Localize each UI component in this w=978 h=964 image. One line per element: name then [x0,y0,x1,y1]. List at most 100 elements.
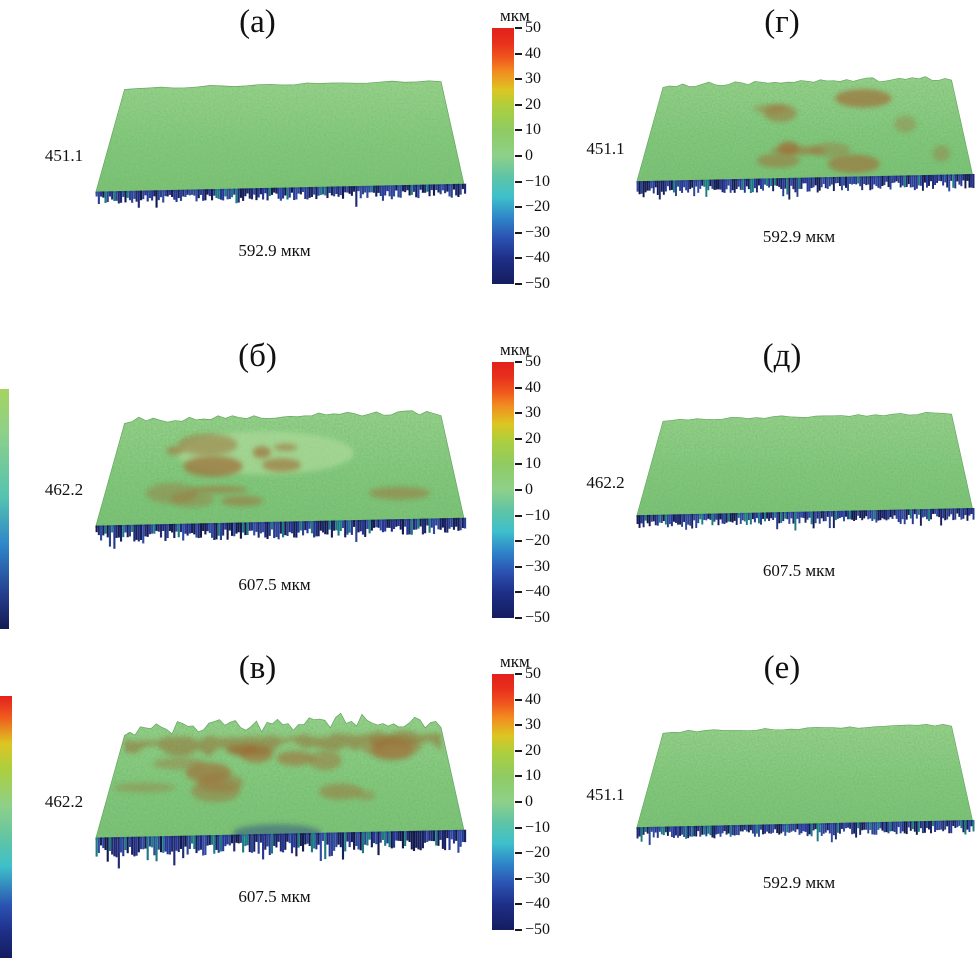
tick-mark [515,386,522,389]
tick-mark [515,724,522,727]
surface-plot-g [626,64,978,222]
tick-label: −10 [525,172,551,190]
tick-label: −50 [525,274,551,292]
tick-label: −40 [525,895,551,913]
tick-label: 40 [525,690,541,708]
tick-label: −30 [525,869,551,887]
tick-mark [515,775,522,778]
colorbar-ticks: 50 40 30 20 10 0 −10 −20 −30 −40 −50 [515,354,550,626]
colorbar-tick: 30 [515,405,550,421]
colorbar-ticks: 50 40 30 20 10 0 −10 −20 −30 −40 −50 [515,20,550,292]
colorbar-tick: 30 [515,71,550,87]
colorbar-tick: 30 [515,717,550,733]
surface-panel-d: (д) 462.2 607.5 мкм [586,334,978,654]
cropped-colorbar-left-row2 [0,389,9,629]
y-extent-label: 451.1 [586,785,625,804]
tick-mark [515,698,522,701]
colorbar-gradient [492,674,514,930]
tick-mark [515,412,522,415]
colorbar-tick: 0 [515,793,550,810]
tick-label: 0 [525,480,533,498]
colorbar-gradient [492,362,514,618]
tick-mark [515,257,522,260]
colorbar-gradient [492,28,514,284]
tick-mark [515,826,522,829]
tick-label: 40 [525,44,541,62]
tick-mark [515,154,522,157]
tick-mark [515,877,522,880]
colorbar-tick: −50 [515,921,550,938]
tick-mark [515,565,522,568]
tick-label: 20 [525,741,541,759]
tick-label: −40 [525,583,551,601]
colorbar-2: мкм 50 40 30 20 10 0 −10 −20 −30 −40 −50 [492,334,580,654]
tick-label: 0 [525,146,533,164]
tick-mark [515,852,522,855]
surface-panel-g: (г) 451.1 592.9 мкм [586,0,978,320]
surface-plot-b [84,398,470,570]
tick-mark [515,488,522,491]
tick-label: 20 [525,429,541,447]
tick-mark [515,673,522,675]
tick-mark [515,616,522,619]
colorbar-tick: 40 [515,44,550,62]
y-extent-label: 462.2 [44,480,84,499]
surface-area: 451.1 [586,710,978,868]
surface-area: 462.2 [30,398,485,570]
colorbar-tick: −20 [515,533,550,549]
tick-label: 50 [525,353,541,370]
tick-label: 30 [525,716,541,734]
tick-mark [515,749,522,752]
colorbar-unit-label: мкм [500,6,530,25]
colorbar-tick: 40 [515,690,550,708]
tick-mark [515,540,522,543]
surface-area: 462.2 [30,710,485,882]
colorbar-tick: −20 [515,199,550,215]
tick-label: 10 [525,455,541,473]
panel-label-d: (д) [762,338,802,374]
panel-label-b: (б) [238,338,277,374]
tick-label: 50 [525,19,541,36]
tick-mark [515,361,522,363]
colorbar-unit-label: мкм [500,652,530,671]
colorbar-tick: −40 [515,896,550,912]
tick-mark [515,27,522,29]
colorbar-tick: −10 [515,818,551,836]
tick-mark [515,591,522,594]
tick-label: −40 [525,249,551,267]
figure-row-2: (б) 462.2 607.5 мкм мкм 50 40 30 20 10 0 −10 −2… [0,334,978,654]
colorbar-unit-label: мкм [500,340,530,359]
x-extent-label: 607.5 мкм [762,561,836,580]
tick-mark [515,206,522,209]
tick-label: −10 [525,818,551,836]
colorbar-tick: 10 [515,122,550,138]
x-extent-label: 592.9 мкм [238,241,311,260]
tick-mark [515,129,522,132]
colorbar-3: мкм 50 40 30 20 10 0 −10 −20 −30 −40 −50 [492,646,580,964]
tick-label: −50 [525,608,551,626]
panel-label-e: (е) [763,650,801,686]
cropped-colorbar-left-row3 [0,696,12,958]
surface-plot-d [626,398,978,556]
figure-row-1: (а) 451.1 592.9 мкм мкм 50 40 30 20 10 0 −10 −2… [0,0,978,320]
surface-panel-a: (а) 451.1 592.9 мкм [30,0,485,320]
tick-mark [515,52,522,55]
colorbar-ticks: 50 40 30 20 10 0 −10 −20 −30 −40 −50 [515,666,550,938]
colorbar-tick: 20 [515,741,550,759]
colorbar-1: мкм 50 40 30 20 10 0 −10 −20 −30 −40 −50 [492,0,580,320]
surface-area: 451.1 [586,64,978,222]
surface-panel-b: (б) 462.2 607.5 мкм [30,334,485,654]
colorbar-tick: 50 [515,666,550,682]
tick-label: 30 [525,70,541,88]
surface-plot-a [84,64,470,236]
tick-mark [515,514,522,517]
colorbar-tick: −30 [515,869,551,887]
x-extent-label: 607.5 мкм [238,575,311,594]
surface-panel-v: (в) 462.2 607.5 мкм [30,646,485,964]
colorbar-tick: 0 [515,146,550,164]
tick-label: −10 [525,506,551,524]
tick-mark [515,180,522,183]
tick-label: 30 [525,404,541,422]
surface-area: 462.2 [586,398,978,556]
colorbar-tick: 10 [515,456,550,472]
